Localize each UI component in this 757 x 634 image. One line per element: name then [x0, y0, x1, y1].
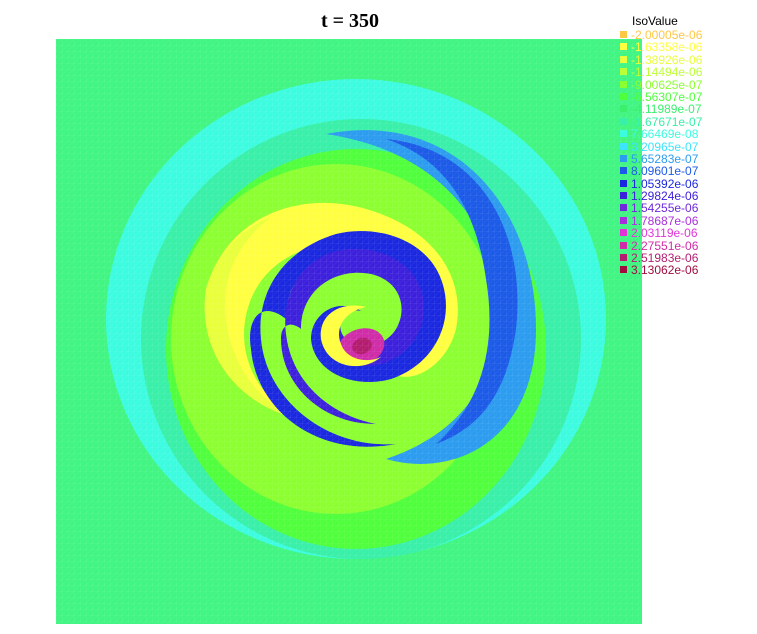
legend-label: -4.11989e-07 [631, 102, 702, 117]
legend-swatch [620, 154, 627, 162]
legend-item: -1.67671e-07 [620, 116, 702, 128]
legend-swatch [620, 254, 627, 262]
legend-swatch [620, 117, 627, 125]
legend-label: 5.65283e-07 [631, 151, 699, 166]
legend-swatch [620, 92, 627, 100]
legend-swatch [620, 192, 627, 200]
legend-label: 1.05392e-06 [631, 176, 699, 191]
legend-item: 8.09601e-07 [620, 165, 698, 177]
legend-item: -2.00005e-06 [620, 29, 702, 41]
legend-label: -1.38926e-06 [631, 52, 703, 67]
legend-item: 2.27551e-06 [620, 240, 698, 252]
legend-item: -1.14494e-06 [620, 66, 702, 78]
legend-label: 1.78687e-06 [631, 213, 699, 228]
legend-swatch [620, 80, 627, 88]
legend-label: 1.29824e-06 [631, 189, 699, 204]
legend-item: 1.29824e-06 [620, 190, 698, 202]
legend-swatch [620, 68, 627, 76]
legend-swatch [620, 142, 627, 150]
legend-item: 1.78687e-06 [620, 215, 698, 227]
legend-item: -4.11989e-07 [620, 103, 702, 115]
legend-swatch [620, 266, 627, 274]
legend-item: 3.13062e-06 [620, 264, 698, 276]
legend-item: 1.54255e-06 [620, 202, 698, 214]
legend-label: 7.66469e-08 [631, 127, 699, 142]
legend-item: 2.51983e-06 [620, 252, 698, 264]
legend-label: -1.67671e-07 [631, 114, 703, 129]
legend-item: -9.00625e-07 [620, 79, 702, 91]
legend-swatch [620, 179, 627, 187]
legend-swatch [620, 130, 627, 138]
legend-item: 2.03119e-06 [620, 227, 698, 239]
legend-swatch [620, 229, 627, 237]
legend-label: 3.20965e-07 [631, 139, 699, 154]
legend-swatch [620, 204, 627, 212]
legend-label: -2.00005e-06 [631, 28, 703, 42]
legend-label: -1.14494e-06 [631, 65, 703, 80]
legend-label: -9.00625e-07 [631, 77, 703, 92]
legend-label: 2.27551e-06 [631, 238, 699, 253]
legend-label: 3.13062e-06 [631, 263, 699, 278]
spiral-contour-plot [56, 39, 642, 624]
legend-swatch [620, 216, 627, 224]
legend-label: 2.51983e-06 [631, 251, 699, 266]
legend-swatch [620, 55, 627, 63]
legend-label: -6.56307e-07 [631, 89, 703, 104]
legend-item: 3.20965e-07 [620, 141, 698, 153]
legend-label: 1.54255e-06 [631, 201, 699, 216]
plot-title: t = 350 [320, 10, 380, 32]
legend-swatch [620, 43, 627, 51]
legend-swatch [620, 31, 627, 38]
mesh-overlay [56, 39, 642, 624]
legend-swatch [620, 167, 627, 175]
legend-label: 8.09601e-07 [631, 164, 699, 179]
legend-item: -1.38926e-06 [620, 54, 702, 66]
legend-label: 2.03119e-06 [631, 226, 698, 241]
legend-item: 5.65283e-07 [620, 153, 698, 165]
legend-item: 7.66469e-08 [620, 128, 698, 140]
isovalue-legend: IsoValue -2.00005e-06 -1.63358e-06 -1.3892… [620, 14, 702, 277]
legend-swatch [620, 241, 627, 249]
legend-item: -6.56307e-07 [620, 91, 702, 103]
legend-swatch [620, 105, 627, 113]
legend-item: -1.63358e-06 [620, 41, 702, 53]
legend-item: 1.05392e-06 [620, 178, 698, 190]
legend-label: -1.63358e-06 [631, 40, 703, 55]
legend-title: IsoValue [632, 14, 678, 28]
